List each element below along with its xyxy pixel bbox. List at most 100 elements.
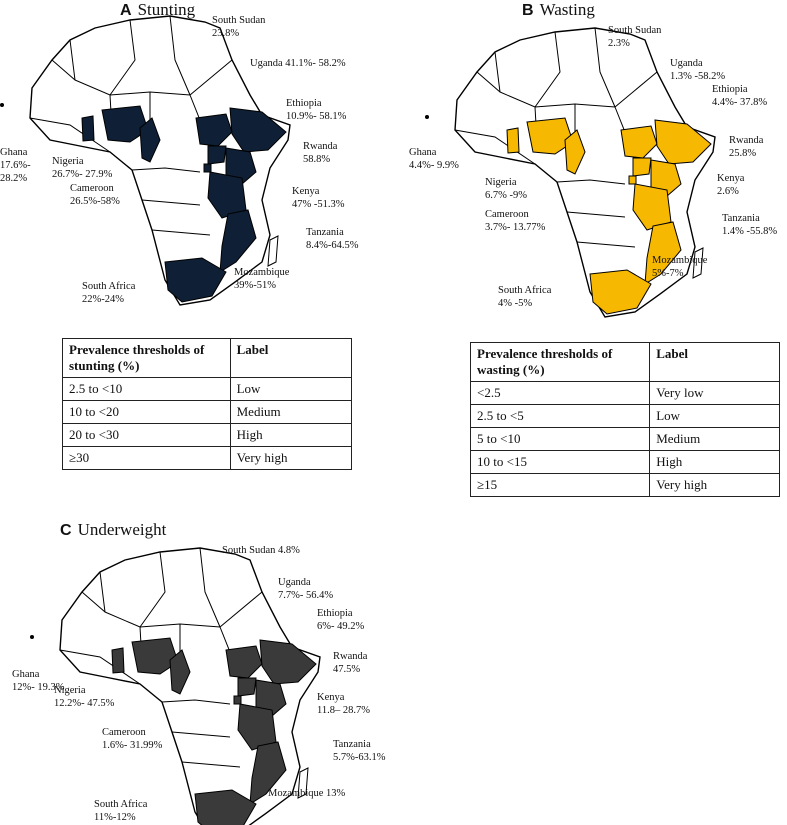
label-line: Tanzania xyxy=(722,213,760,224)
label-kenya: Kenya 47% -51.3% xyxy=(292,185,345,211)
table-cell: High xyxy=(649,450,780,474)
label-line: Kenya xyxy=(717,173,745,184)
country-mozambique xyxy=(249,741,287,805)
country-rwanda xyxy=(203,163,212,173)
country-cameroon xyxy=(169,649,191,695)
country-rwanda xyxy=(628,175,637,185)
label-line: Mozambique xyxy=(652,255,708,266)
country-kenya xyxy=(255,679,287,717)
country-border xyxy=(199,547,221,628)
country-border xyxy=(69,39,233,96)
country-border xyxy=(131,167,201,173)
table-row: 10 to <20 Medium xyxy=(62,400,353,424)
label-line: 26.7%- 27.9% xyxy=(52,169,113,180)
label-line: 11%-12% xyxy=(94,812,136,823)
label-line: Rwanda xyxy=(303,141,338,152)
label-line: 5%-7% xyxy=(652,268,684,279)
table-row: ≥15 Very high xyxy=(469,473,780,497)
label-line: 4.4%- 37.8% xyxy=(712,97,768,108)
label-south-africa: South Africa 11%-12% xyxy=(94,798,147,824)
country-kenya xyxy=(225,147,257,185)
country-ethiopia xyxy=(229,107,287,153)
country-rwanda xyxy=(233,695,242,705)
label-line: 11.8– 28.7% xyxy=(317,705,370,716)
table-header-cell: Label xyxy=(649,342,780,382)
label-line: Nigeria xyxy=(52,156,84,167)
label-line: 26.5%-58% xyxy=(70,196,120,207)
label-rwanda: Rwanda 47.5% xyxy=(333,650,367,676)
label-line: 7.7%- 56.4% xyxy=(278,590,334,601)
table-cell: 20 to <30 xyxy=(62,423,231,447)
country-south-africa xyxy=(589,269,652,315)
label-line: 8.4%-64.5% xyxy=(306,240,359,251)
table-row: 5 to <10 Medium xyxy=(469,427,780,451)
label-line: Rwanda xyxy=(333,651,368,662)
table-cell: 5 to <10 xyxy=(469,427,651,451)
label-line: Nigeria xyxy=(485,177,517,188)
country-ghana xyxy=(506,127,520,154)
label-nigeria: Nigeria 12.2%- 47.5% xyxy=(54,684,114,710)
label-line: South Sudan 4.8% xyxy=(222,545,300,556)
label-line: 12.2%- 47.5% xyxy=(54,698,115,709)
label-line: Uganda xyxy=(670,58,703,69)
country-border xyxy=(151,229,211,236)
country-south-sudan xyxy=(195,113,233,147)
label-line: Tanzania xyxy=(333,739,371,750)
label-line: Cameroon xyxy=(485,209,529,220)
label-ethiopia: Ethiopia 4.4%- 37.8% xyxy=(712,83,767,109)
country-ghana xyxy=(81,115,95,142)
label-tanzania: Tanzania 1.4% -55.8% xyxy=(722,212,777,238)
table-cell: 2.5 to <10 xyxy=(62,377,231,401)
map-group xyxy=(0,15,291,306)
country-border xyxy=(51,59,76,81)
label-nigeria: Nigeria 26.7%- 27.9% xyxy=(52,155,112,181)
label-line: Ethiopia xyxy=(712,84,748,95)
label-rwanda: Rwanda 25.8% xyxy=(729,134,763,160)
label-line: Ghana xyxy=(12,669,40,680)
country-mozambique xyxy=(219,209,257,273)
country-border xyxy=(99,571,263,628)
label-line: Nigeria xyxy=(54,685,86,696)
table-row: 2.5 to <10 Low xyxy=(62,377,353,401)
label-line: South Africa xyxy=(498,285,552,296)
label-mozambique: Mozambique 39%-51% xyxy=(234,266,289,292)
label-line: 6.7% -9% xyxy=(485,190,527,201)
country-border xyxy=(576,241,636,248)
label-line: Ethiopia xyxy=(286,98,322,109)
country-border xyxy=(181,761,241,768)
table-row: 2.5 to <5 Low xyxy=(469,404,780,428)
map-group xyxy=(30,547,321,825)
country-border xyxy=(141,199,201,206)
table-header-cell: Label xyxy=(229,338,353,378)
africa-outline xyxy=(59,547,321,825)
country-border xyxy=(139,551,166,628)
country-uganda xyxy=(207,145,227,165)
label-line: 12%- 19.3% xyxy=(12,682,65,693)
label-line: Kenya xyxy=(292,186,320,197)
label-line: 5.7%-63.1% xyxy=(333,752,386,763)
country-border xyxy=(566,211,626,218)
label-line: 4.4%- 9.9% xyxy=(409,160,459,171)
panel-b-title: B Wasting xyxy=(522,0,595,19)
label-tanzania: Tanzania 5.7%-63.1% xyxy=(333,738,386,764)
country-cameroon xyxy=(139,117,161,163)
panel-c-title: C Underweight xyxy=(60,520,167,539)
label-south-sudan: South Sudan 2.3% xyxy=(608,24,661,50)
country-cameroon xyxy=(564,129,586,175)
table-row: 10 to <15 High xyxy=(469,450,780,474)
label-uganda: Uganda 1.3% -58.2% xyxy=(670,57,725,83)
label-cameroon: Cameroon 3.7%- 13.77% xyxy=(485,208,545,234)
label-line: 58.8% xyxy=(303,154,331,165)
country-nigeria xyxy=(131,637,179,675)
country-border xyxy=(81,591,106,613)
label-uganda: Uganda 7.7%- 56.4% xyxy=(278,576,333,602)
africa-map-stunting xyxy=(0,15,291,306)
table-cell: 2.5 to <5 xyxy=(469,404,651,428)
label-line: 2.3% xyxy=(608,38,630,49)
country-ethiopia xyxy=(259,639,317,685)
country-border xyxy=(169,15,191,96)
africa-map-underweight xyxy=(30,547,321,825)
table-cell: Medium xyxy=(229,400,353,424)
label-line: 47% -51.3% xyxy=(292,199,345,210)
label-south-africa: South Africa 22%-24% xyxy=(82,280,135,306)
